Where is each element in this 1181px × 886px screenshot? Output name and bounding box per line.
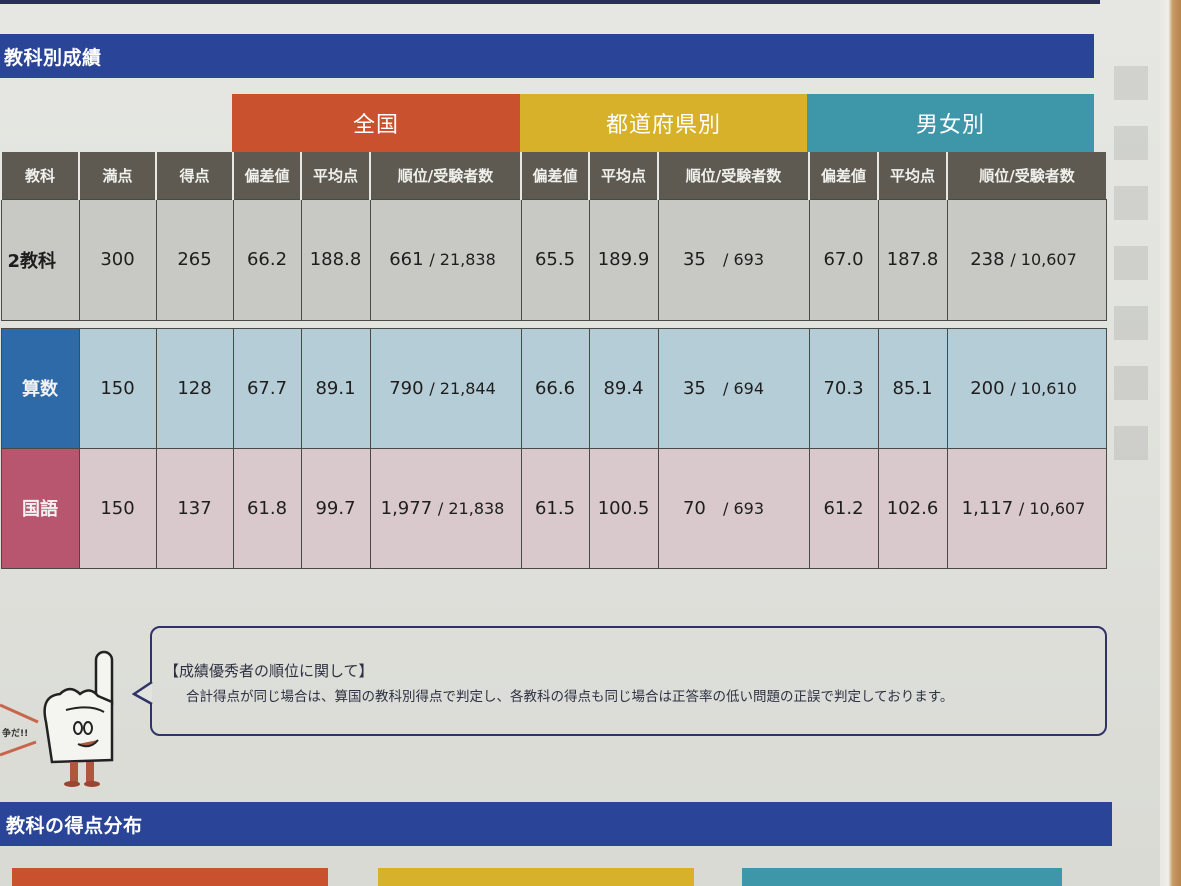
examinee-count: / 21,838 — [429, 250, 496, 269]
section-title-distribution: 教科の得点分布 — [0, 802, 1112, 846]
column-header-row: 教科 満点 得点 偏差値 平均点 順位/受験者数 偏差値 平均点 順位/受験者数… — [0, 152, 1106, 199]
col-score: 得点 — [155, 152, 233, 199]
table-row-total: 2教科 300 265 66.2 188.8 661 / 21,838 65.5… — [0, 198, 1107, 321]
prefecture-deviation-cell: 65.5 — [520, 198, 590, 321]
gender-deviation-cell: 70.3 — [808, 327, 879, 449]
table-row-math: 算数 150 128 67.7 89.1 790 / 21,844 66.6 8… — [0, 327, 1107, 449]
examinee-count: / 693 — [722, 498, 764, 518]
group-header-gender: 男女別 — [807, 94, 1094, 152]
section-title-results: 教科別成績 — [0, 34, 1094, 78]
max-score-cell: 300 — [78, 198, 157, 321]
col-max-score: 満点 — [78, 152, 156, 199]
examinee-count: / 10,607 — [1018, 498, 1086, 518]
prefecture-rank-cell: 35 / 694 — [657, 327, 810, 449]
score-cell: 265 — [155, 198, 234, 321]
rank-value: 661 — [389, 249, 424, 270]
national-average-cell: 188.8 — [300, 198, 371, 321]
subject-cell: 国語 — [0, 447, 80, 569]
gender-deviation-cell: 61.2 — [808, 447, 879, 569]
prefecture-deviation-cell: 66.6 — [520, 327, 590, 449]
examinee-count: / 693 — [722, 250, 764, 269]
gender-rank-cell: 238 / 10,607 — [946, 198, 1107, 321]
gender-rank-cell: 1,117 / 10,607 — [946, 447, 1107, 569]
prefecture-average-cell: 189.9 — [588, 198, 659, 321]
rank-value: 200 — [970, 377, 1005, 399]
col-prefecture-deviation: 偏差値 — [520, 152, 589, 199]
gender-average-cell: 187.8 — [877, 198, 948, 321]
national-average-cell: 89.1 — [300, 327, 371, 449]
col-prefecture-average: 平均点 — [588, 152, 658, 199]
col-national-rank: 順位/受験者数 — [369, 152, 521, 199]
distribution-tab-prefecture — [378, 868, 694, 886]
examinee-count: / 10,607 — [1010, 250, 1077, 269]
gender-average-cell: 102.6 — [877, 447, 948, 569]
prefecture-average-cell: 100.5 — [588, 447, 659, 569]
group-header-national: 全国 — [232, 94, 520, 152]
examinee-count: / 21,838 — [437, 498, 505, 518]
prefecture-rank-cell: 35 / 693 — [657, 198, 810, 321]
col-gender-deviation: 偏差値 — [808, 152, 878, 199]
prefecture-deviation-cell: 61.5 — [520, 447, 590, 569]
rank-value: 70 — [682, 497, 706, 519]
page-edge — [1160, 0, 1181, 886]
score-cell: 137 — [155, 447, 234, 569]
score-table: 教科 満点 得点 偏差値 平均点 順位/受験者数 偏差値 平均点 順位/受験者数… — [0, 152, 1107, 569]
distribution-tab-national — [12, 868, 328, 886]
table-row-japanese: 国語 150 137 61.8 99.7 1,977 / 21,838 61.5… — [0, 447, 1107, 569]
note-body: 合計得点が同じ場合は、算国の教科別得点で判定し、各教科の得点も同じ場合は正答率の… — [186, 689, 954, 705]
national-deviation-cell: 61.8 — [232, 447, 302, 569]
col-national-deviation: 偏差値 — [232, 152, 301, 199]
top-strip — [0, 0, 1100, 4]
examinee-count: / 10,610 — [1010, 378, 1077, 398]
row-spacer — [1, 320, 1106, 328]
gender-rank-cell: 200 / 10,610 — [946, 327, 1107, 449]
rank-value: 790 — [389, 377, 424, 399]
gender-deviation-cell: 67.0 — [808, 198, 879, 321]
prefecture-rank-cell: 70 / 693 — [657, 447, 810, 569]
national-average-cell: 99.7 — [300, 447, 371, 569]
national-rank-cell: 790 / 21,844 — [369, 327, 522, 449]
max-score-cell: 150 — [78, 447, 157, 569]
show-through-column — [1110, 40, 1155, 600]
national-deviation-cell: 67.7 — [232, 327, 302, 449]
mascot-caption: 争だ!! — [2, 727, 28, 739]
max-score-cell: 150 — [78, 327, 157, 449]
national-deviation-cell: 66.2 — [232, 198, 302, 321]
examinee-count: / 694 — [722, 378, 764, 398]
distribution-tab-gender — [742, 868, 1062, 886]
ranking-note-callout — [150, 626, 1107, 736]
score-cell: 128 — [155, 327, 234, 449]
rank-value: 238 — [970, 249, 1005, 270]
col-prefecture-rank: 順位/受験者数 — [657, 152, 809, 199]
examinee-count: / 21,844 — [429, 378, 496, 398]
col-national-average: 平均点 — [300, 152, 370, 199]
col-gender-average: 平均点 — [877, 152, 947, 199]
group-header-prefecture: 都道府県別 — [520, 94, 807, 152]
gender-average-cell: 85.1 — [877, 327, 948, 449]
rank-value: 1,977 — [380, 497, 433, 519]
national-rank-cell: 661 / 21,838 — [369, 198, 522, 321]
note-title: 【成績優秀者の順位に関して】 — [164, 662, 374, 680]
rank-value: 35 — [682, 377, 706, 399]
subject-cell: 2教科 — [0, 198, 80, 321]
rank-value: 1,117 — [961, 497, 1014, 519]
speech-bubble-tail-icon — [132, 680, 153, 706]
national-rank-cell: 1,977 / 21,838 — [369, 447, 522, 569]
col-gender-rank: 順位/受験者数 — [946, 152, 1106, 199]
subject-cell: 算数 — [0, 327, 80, 449]
pointing-hand-mascot-icon: 争だ!! — [0, 650, 114, 787]
rank-value: 35 — [682, 249, 706, 270]
prefecture-average-cell: 89.4 — [588, 327, 659, 449]
col-subject: 教科 — [0, 152, 79, 199]
